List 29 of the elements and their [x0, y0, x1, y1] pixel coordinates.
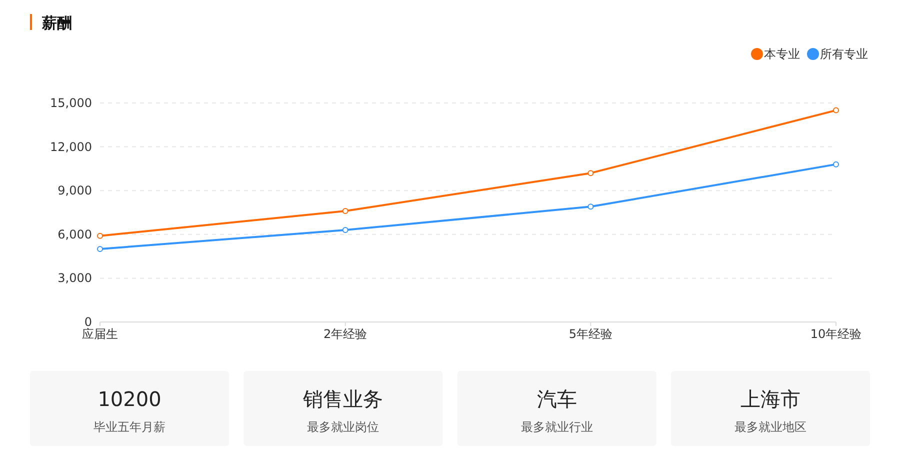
- point: [588, 170, 594, 176]
- text: 毕业五年月薪: [94, 420, 166, 434]
- point: [97, 246, 103, 252]
- text: 最多就业地区: [734, 420, 806, 434]
- point: [97, 232, 103, 239]
- y-tick-label: 3,000: [58, 271, 92, 286]
- text: 上海市: [740, 387, 800, 411]
- point: [833, 161, 839, 168]
- chart-title: 薪酬: [41, 14, 72, 32]
- point: [833, 107, 839, 114]
- y-tick-label: 6,000: [58, 227, 92, 242]
- y-tick-label: 12,000: [50, 140, 92, 154]
- point: [342, 208, 348, 214]
- legend-label: 本专业: [764, 47, 800, 61]
- text: 汽车: [536, 387, 577, 411]
- point: [342, 227, 348, 234]
- text: 最多就业岗位: [307, 420, 380, 434]
- y-tick-label: 15,000: [50, 96, 92, 110]
- point: [588, 204, 594, 210]
- y-tick-label: 0: [84, 315, 92, 329]
- x-tick-label: 2年经验: [324, 327, 368, 341]
- legend-label: 所有专业: [820, 47, 868, 61]
- x-tick-label: 10年经验: [810, 327, 862, 341]
- text: 销售业务: [302, 387, 384, 411]
- text: 最多就业行业: [520, 420, 593, 434]
- y-tick-label: 9,000: [58, 184, 92, 198]
- x-tick-label: 应届生: [82, 327, 118, 341]
- text: 10200: [98, 387, 162, 411]
- x-tick-label: 5年经验: [568, 327, 612, 341]
